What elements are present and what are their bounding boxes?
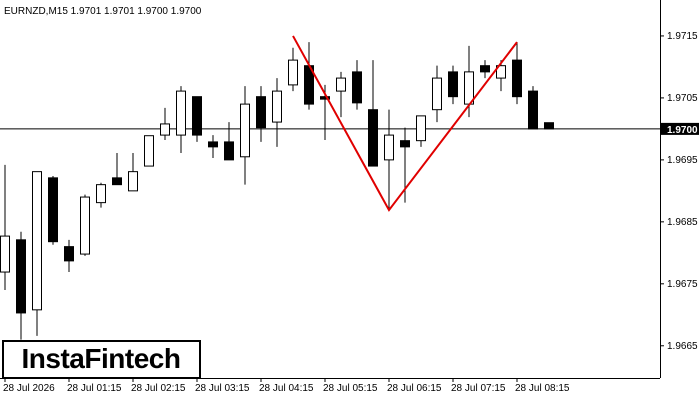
candle-body [336,77,346,92]
candle-body [496,65,506,79]
candle-body [480,65,490,73]
y-tick-label: 1.9705 [667,93,698,104]
candle-body [432,77,442,111]
candle-body [320,96,330,100]
pattern-line [292,35,518,212]
y-tick-label: 1.9665 [667,341,698,352]
y-tick-label: 1.9675 [667,279,698,290]
candle-body [160,123,170,136]
x-tick-label: 28 Jul 02:15 [131,383,186,394]
watermark-box [2,340,201,379]
x-tick-label: 28 Jul 01:15 [67,383,122,394]
x-tick-label: 28 Jul 04:15 [259,383,314,394]
x-tick-label: 28 Jul 07:15 [451,383,506,394]
candle-body [368,109,378,167]
plot-area [0,35,660,340]
chart-title: EURNZD,M15 1.9701 1.9701 1.9700 1.9700 [4,6,202,17]
candle-body [0,235,10,273]
candle-body [416,115,426,142]
x-tick-label: 28 Jul 08:15 [515,383,570,394]
candle-body [544,122,554,130]
candle-body [224,141,234,161]
candle-body [240,103,250,158]
candle-body [208,141,218,148]
y-tick-label: 1.9695 [667,155,698,166]
candle-body [528,90,538,130]
watermark: InstaFintech [22,343,181,374]
candle-body [400,140,410,148]
candle-body [144,135,154,167]
candle-body [256,96,266,129]
candle-body [16,239,26,314]
candle-body [512,59,522,98]
candle-body [32,171,42,311]
candle-body [464,71,474,105]
candle-body [448,71,458,98]
candle-body [128,171,138,192]
candle-body [176,90,186,136]
candle-body [288,59,298,86]
candle-body [384,134,394,161]
current-price-box [661,122,699,135]
x-tick-label: 28 Jul 05:15 [323,383,378,394]
candle-body [64,246,74,262]
x-tick-label: 28 Jul 03:15 [195,383,250,394]
candle-body [352,71,362,104]
y-tick-label: 1.9715 [667,31,698,42]
candle-body [80,196,90,255]
candle-body [112,177,122,186]
candle-body [48,177,58,243]
candle-body [96,184,106,204]
x-tick-label: 28 Jul 06:15 [387,383,442,394]
x-tick-label: 28 Jul 2026 [3,383,55,394]
current-price-label: 1.9700 [667,125,698,136]
y-tick-label: 1.9685 [667,217,698,228]
candle-body [192,96,202,136]
candle-body [272,90,282,123]
